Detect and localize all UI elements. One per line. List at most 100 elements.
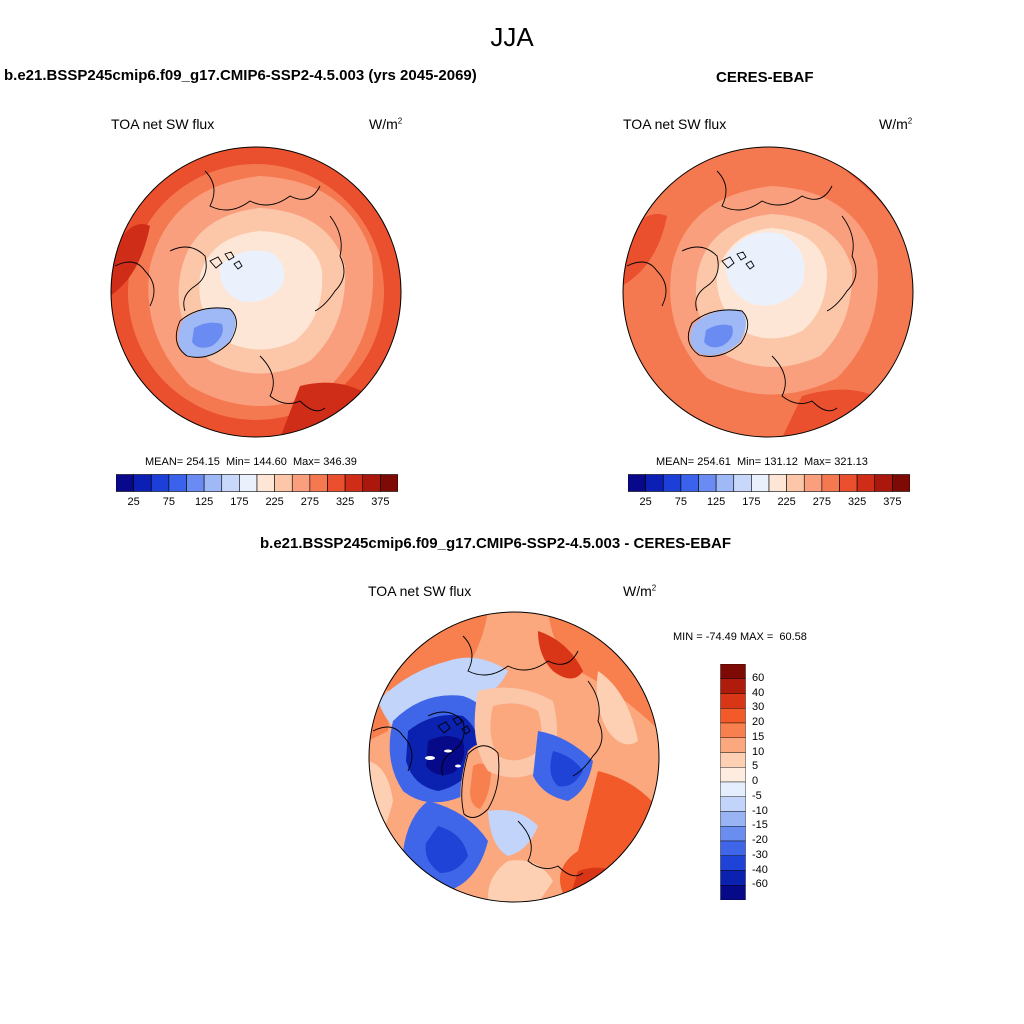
panel-3-colorbar — [720, 664, 746, 900]
panel-3-colorbar-swatch — [720, 870, 746, 886]
panel-1-polar-map — [110, 146, 402, 438]
panel-2-variable-label: TOA net SW flux — [623, 116, 727, 132]
panel-2-colorbar-tick-label: 125 — [706, 496, 726, 508]
panel-2-colorbar-swatch — [662, 474, 682, 492]
panel-2-colorbar-swatch — [803, 474, 823, 492]
panel-3-colorbar-swatch — [720, 885, 746, 900]
panel-2-units-label: W/m2 — [879, 116, 913, 132]
panel-2-colorbar-swatch — [839, 474, 858, 492]
panel-3-colorbar-swatch — [720, 722, 746, 738]
panel-3-colorbar-swatch — [720, 826, 746, 842]
panel-1-title: b.e21.BSSP245cmip6.f09_g17.CMIP6-SSP2-4.… — [4, 67, 477, 84]
panel-1-colorbar-tick-label: 275 — [300, 496, 320, 508]
panel-2-colorbar-tick-label: 25 — [639, 496, 652, 508]
panel-3-units-label: W/m2 — [623, 583, 657, 599]
panel-3-colorbar-tick-label: 10 — [752, 745, 765, 758]
panel-3-colorbar-tick-label: -10 — [752, 804, 768, 817]
panel-3-colorbar-swatch — [720, 708, 746, 724]
panel-3-colorbar-swatch — [720, 840, 746, 856]
panel-3-colorbar-ticks: 60 40 30 20 15 10 5 0 -5 -10 -15 -20 -30 -40 -60 — [752, 664, 792, 900]
panel-2-colorbar-tick-label: 175 — [742, 496, 761, 508]
panel-3-colorbar-tick-label: 60 — [752, 671, 765, 684]
panel-1-colorbar-swatch — [221, 474, 240, 492]
panel-3-colorbar-tick-label: 0 — [752, 775, 759, 787]
panel-1-colorbar-swatch — [203, 474, 223, 492]
panel-1-colorbar-swatch — [327, 474, 346, 492]
panel-3-colorbar-swatch — [720, 693, 746, 709]
panel-2-stats: MEAN= 254.61 Min= 131.12 Max= 321.13 — [656, 456, 868, 468]
panel-3-colorbar-tick-label: 30 — [752, 701, 765, 714]
panel-2-polar-map — [622, 146, 914, 438]
panel-3-colorbar-tick-label: -5 — [752, 789, 762, 802]
panel-3-colorbar-swatch — [720, 781, 746, 797]
panel-1-colorbar-swatch — [344, 474, 364, 492]
panel-3-colorbar-swatch — [720, 796, 746, 812]
panel-2-colorbar-tick-label: 275 — [812, 496, 832, 508]
panel-1-colorbar-tick-label: 325 — [335, 496, 355, 508]
panel-2-colorbar-swatch — [856, 474, 876, 492]
panel-2-colorbar-swatch — [874, 474, 893, 492]
panel-1-colorbar-swatch — [274, 474, 293, 492]
panel-2-colorbar-swatch — [751, 474, 770, 492]
panel-1-colorbar-swatch — [168, 474, 187, 492]
panel-1-colorbar-swatch — [291, 474, 311, 492]
panel-1-colorbar-tick-label: 175 — [230, 496, 249, 508]
panel-3-colorbar-tick-label: -20 — [752, 834, 768, 846]
panel-3-colorbar-swatch — [720, 678, 746, 694]
panel-1-colorbar-swatch — [150, 474, 170, 492]
panel-1-colorbar-ticks: 25 75 125 175 225 275 325 375 — [116, 496, 398, 510]
panel-1-colorbar-swatch — [116, 474, 134, 492]
panel-1-colorbar-swatch — [133, 474, 152, 492]
panel-2-colorbar-swatch — [768, 474, 787, 492]
panel-3-colorbar-swatch — [720, 664, 746, 679]
figure-title: JJA — [490, 22, 534, 52]
panel-3-variable-label: TOA net SW flux — [368, 583, 472, 599]
panel-2-colorbar-swatch — [786, 474, 805, 492]
panel-3-title: b.e21.BSSP245cmip6.f09_g17.CMIP6-SSP2-4.… — [260, 535, 732, 552]
panel-1-colorbar-tick-label: 125 — [194, 496, 214, 508]
panel-3-colorbar-tick-label: 40 — [752, 686, 765, 699]
panel-2-colorbar-swatch — [698, 474, 717, 492]
panel-2-colorbar-swatch — [821, 474, 840, 492]
panel-1-stats: MEAN= 254.15 Min= 144.60 Max= 346.39 — [145, 456, 357, 468]
panel-1-colorbar-tick-label: 375 — [371, 496, 390, 508]
panel-2-title: CERES-EBAF — [716, 69, 814, 86]
panel-2-colorbar-tick-label: 375 — [883, 496, 902, 508]
panel-2-colorbar-swatch — [733, 474, 752, 492]
panel-2-colorbar-swatch — [892, 474, 910, 492]
panel-3-colorbar-swatch — [720, 811, 746, 827]
panel-2-colorbar-swatch — [645, 474, 664, 492]
panel-1-colorbar-swatch — [186, 474, 205, 492]
panel-2-colorbar-tick-label: 325 — [847, 496, 867, 508]
panel-3-colorbar-swatch — [720, 752, 746, 768]
panel-3-colorbar-tick-label: -40 — [752, 863, 768, 876]
panel-3-colorbar-tick-label: -60 — [752, 878, 768, 891]
panel-3-colorbar-tick-label: 20 — [752, 716, 765, 728]
panel-2-colorbar-tick-label: 75 — [674, 496, 687, 508]
panel-1-colorbar-tick-label: 225 — [265, 496, 284, 508]
panel-3-colorbar-tick-label: -30 — [752, 848, 768, 861]
panel-1-colorbar-swatch — [309, 474, 328, 492]
panel-3-colorbar-swatch — [720, 737, 746, 753]
panel-2-colorbar-swatch — [680, 474, 699, 492]
panel-1-colorbar-tick-label: 25 — [127, 496, 140, 508]
panel-2-colorbar-swatch — [628, 474, 646, 492]
panel-1-colorbar-tick-label: 75 — [162, 496, 175, 508]
panel-1-colorbar-swatch — [362, 474, 381, 492]
panel-1-colorbar-swatch — [256, 474, 275, 492]
panel-1-units-label: W/m2 — [369, 116, 403, 132]
panel-2-colorbar-swatch — [715, 474, 735, 492]
panel-1-colorbar-swatch — [239, 474, 258, 492]
panel-3-polar-map — [368, 611, 660, 903]
panel-1-colorbar — [116, 474, 398, 492]
panel-3-colorbar-tick-label: 5 — [752, 760, 759, 773]
panel-3-stats: MIN = -74.49 MAX = 60.58 — [673, 631, 807, 643]
panel-3-colorbar-tick-label: 15 — [752, 730, 765, 743]
panel-1-colorbar-swatch — [380, 474, 398, 492]
panel-2-colorbar — [628, 474, 910, 492]
panel-2-colorbar-ticks: 25 75 125 175 225 275 325 375 — [628, 496, 910, 510]
panel-1-variable-label: TOA net SW flux — [111, 116, 215, 132]
panel-3-colorbar-swatch — [720, 855, 746, 871]
panel-3-colorbar-swatch — [720, 767, 746, 783]
panel-3-colorbar-tick-label: -15 — [752, 819, 768, 832]
